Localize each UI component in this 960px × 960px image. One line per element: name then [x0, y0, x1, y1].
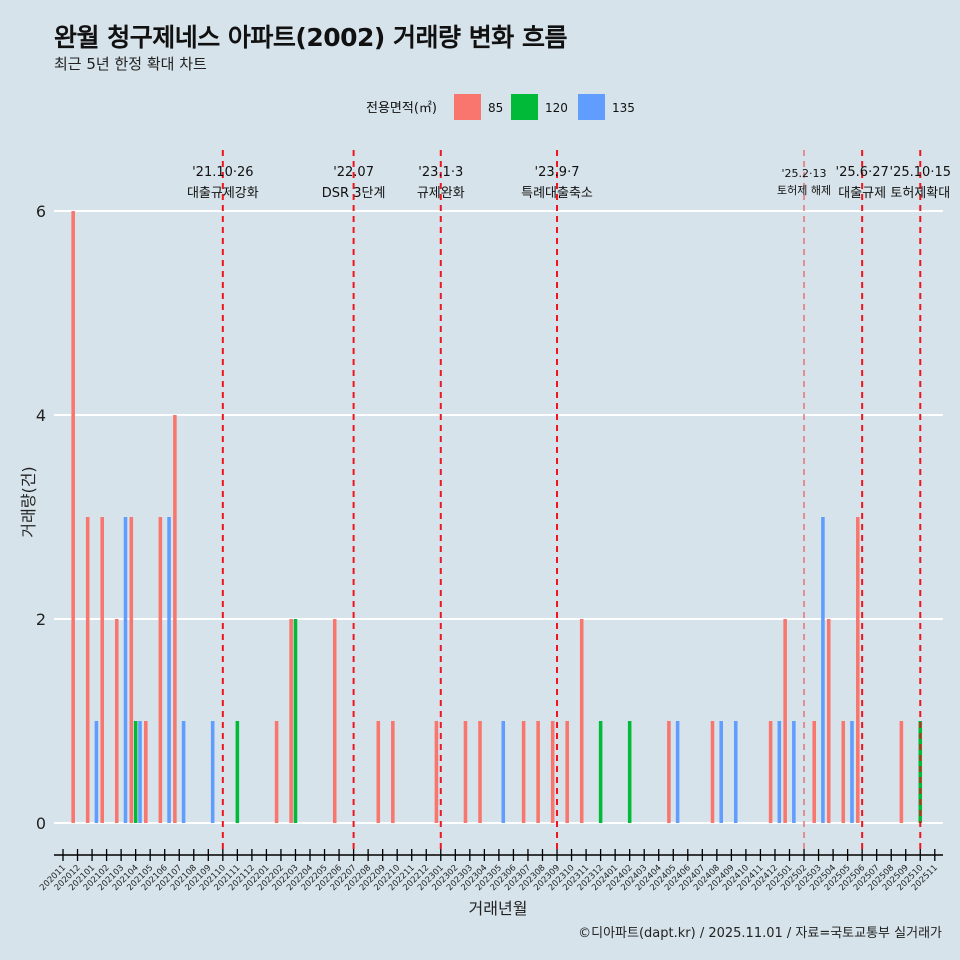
y-axis-title: 거래량(건): [19, 466, 38, 537]
chart-subtitle: 최근 5년 한정 확대 차트: [54, 55, 207, 73]
bar-85: [85, 517, 90, 823]
legend-title: 전용면적(㎡): [366, 101, 437, 116]
bar-120: [627, 721, 632, 823]
bar-135: [181, 721, 186, 823]
bar-85: [550, 721, 555, 823]
bar-135: [792, 721, 796, 823]
event-date: '23.1·3: [418, 165, 463, 180]
bar-85: [710, 721, 715, 823]
bar-85: [565, 721, 569, 823]
bar-135: [167, 517, 171, 823]
bar-85: [114, 619, 119, 823]
bar-135: [138, 721, 142, 823]
bar-135: [123, 517, 128, 823]
bar-85: [826, 619, 831, 823]
legend-swatch-85: [454, 94, 481, 120]
bar-85: [158, 517, 163, 823]
event-date: '21.10·26: [192, 165, 253, 180]
bar-135: [210, 721, 215, 823]
bar-85: [274, 721, 279, 823]
y-tick-label: 2: [36, 610, 46, 629]
event-label: 대출규제강화: [187, 186, 259, 201]
bar-85: [144, 721, 148, 823]
bar-135: [821, 517, 825, 823]
legend-label-85: 85: [488, 101, 503, 115]
event-date: '22.07: [333, 165, 374, 180]
bar-85: [332, 619, 337, 823]
legend-label-120: 120: [545, 101, 568, 115]
chart-caption: ©디아파트(dapt.kr) / 2025.11.01 / 자료=국토교통부 실…: [578, 926, 942, 941]
bar-120: [293, 619, 298, 823]
event-label: 토허제확대: [890, 186, 950, 201]
bar-135: [94, 721, 99, 823]
bar-85: [100, 517, 105, 823]
bar-135: [733, 721, 738, 823]
bar-85: [579, 619, 584, 823]
bar-135: [501, 721, 506, 823]
bar-85: [536, 721, 540, 823]
bar-85: [173, 415, 177, 823]
bar-85: [478, 721, 482, 823]
event-label: 규제완화: [417, 186, 465, 201]
legend-label-135: 135: [612, 101, 635, 115]
y-tick-label: 0: [36, 814, 46, 833]
event-date: '25.2·13: [782, 167, 827, 180]
bar-120: [235, 721, 240, 823]
event-label: 특례대출축소: [521, 186, 593, 201]
bar-85: [463, 721, 468, 823]
y-tick-label: 4: [36, 406, 46, 425]
bar-85: [71, 211, 75, 823]
legend-swatch-135: [578, 94, 605, 120]
event-date: '23.9·7: [535, 165, 580, 180]
bar-85: [768, 721, 773, 823]
bar-85: [899, 721, 904, 823]
bar-85: [856, 517, 860, 823]
bar-135: [777, 721, 782, 823]
bar-85: [667, 721, 671, 823]
bar-85: [289, 619, 293, 823]
bar-85: [783, 619, 787, 823]
bar-85: [434, 721, 439, 823]
event-date: '25.10·15: [890, 165, 951, 180]
bar-85: [812, 721, 816, 823]
bar-135: [719, 721, 723, 823]
x-axis-title: 거래년월: [469, 899, 528, 918]
bar-120: [598, 721, 603, 823]
bar-120: [133, 721, 138, 823]
bar-85: [841, 721, 846, 823]
chart-title: 완월 청구제네스 아파트(2002) 거래량 변화 흐름: [54, 23, 567, 52]
bar-135: [675, 721, 680, 823]
bar-85: [391, 721, 395, 823]
legend-swatch-120: [511, 94, 538, 120]
y-tick-label: 6: [36, 202, 46, 221]
bar-85: [129, 517, 134, 823]
event-date: '25.6·27: [836, 165, 889, 180]
bar-135: [850, 721, 854, 823]
event-label: 대출규제: [838, 186, 886, 201]
bar-85: [521, 721, 526, 823]
event-label: DSR 3단계: [322, 186, 386, 201]
bar-85: [376, 721, 381, 823]
event-label: 토허제 해제: [777, 183, 831, 197]
